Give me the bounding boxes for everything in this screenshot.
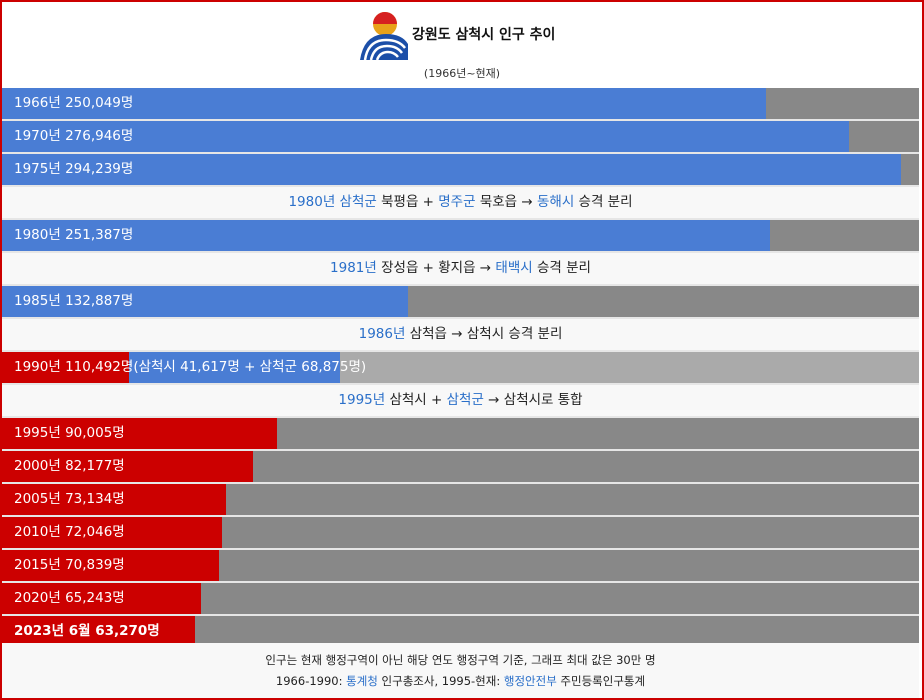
source-link[interactable]: 통계청: [346, 674, 378, 688]
note-link[interactable]: 삼척군: [339, 194, 377, 210]
bar-label: 2000년 82,177명: [14, 458, 125, 474]
bar-row: 1970년 276,946명: [2, 121, 919, 152]
bar-row: 1975년 294,239명: [2, 154, 919, 185]
row-divider: [2, 251, 919, 253]
bar: [2, 517, 222, 548]
note-text: 승격 분리: [532, 260, 591, 276]
note-link[interactable]: 동해시: [536, 194, 575, 210]
footer-sources: 1966-1990: 통계청 인구총조사, 1995-현재: 행정안전부 주민등…: [2, 673, 919, 689]
row-divider: [2, 383, 919, 385]
note-text: 장성읍 + 황지읍 →: [376, 260, 496, 276]
bar-segment: [129, 352, 340, 383]
bar-row: 1985년 132,887명: [2, 286, 919, 317]
bar-row: 2010년 72,046명: [2, 517, 919, 548]
row-divider: [2, 449, 919, 451]
bar-row: 1995년 90,005명: [2, 418, 919, 449]
note-link[interactable]: 1995년: [338, 392, 386, 408]
bar-label: 1990년 110,492명(삼척시 41,617명 + 삼척군 68,875명…: [14, 359, 367, 375]
note-link[interactable]: 명주군: [438, 194, 476, 210]
source-link[interactable]: 행정안전부: [503, 674, 557, 688]
note-link[interactable]: 태백시: [495, 260, 533, 276]
bar-label: 2020년 65,243명: [14, 590, 125, 606]
bar: [2, 484, 226, 515]
row-divider: [2, 119, 919, 121]
bar-label: 1966년 250,049명: [14, 95, 134, 111]
note-text: 묵호읍 →: [475, 194, 537, 210]
note-text: 북평읍 +: [376, 194, 439, 210]
row-divider: [2, 482, 919, 484]
note-link[interactable]: 1981년: [330, 260, 377, 276]
bar-row: 2020년 65,243명: [2, 583, 919, 614]
bar-row: 1980년 251,387명: [2, 220, 919, 251]
bar-label: 1995년 90,005명: [14, 425, 125, 441]
annotation-row: 1995년 삼척시 + 삼척군 → 삼척시로 통합: [2, 385, 919, 416]
bar-label: 2010년 72,046명: [14, 524, 125, 540]
annotation-row: 1981년 장성읍 + 황지읍 → 태백시 승격 분리: [2, 253, 919, 284]
source-text: 1966-1990:: [275, 674, 347, 688]
chart-header: 강원도 삼척시 인구 추이 (1966년~현재): [2, 2, 922, 88]
source-text: 인구총조사, 1995-현재:: [377, 674, 504, 688]
note-text: 삼척읍 → 삼척시 승격 분리: [405, 326, 563, 342]
footer-note: 인구는 현재 행정구역이 아닌 해당 연도 행정구역 기준, 그래프 최대 값은…: [265, 653, 656, 667]
bar-label: 2023년 6월 63,270명: [14, 623, 160, 639]
row-divider: [2, 350, 919, 352]
source-text: 주민등록인구통계: [556, 674, 646, 688]
row-divider: [2, 185, 919, 187]
bar: [2, 451, 253, 482]
note-link[interactable]: 삼척군: [446, 392, 484, 408]
samcheok-logo-icon: [360, 12, 408, 61]
bar: [2, 418, 277, 449]
bar: [2, 88, 766, 119]
bar-label: 1985년 132,887명: [14, 293, 134, 309]
note-text: 삼척시 +: [385, 392, 447, 408]
bar: [2, 121, 849, 152]
bar: [2, 286, 408, 317]
row-divider: [2, 614, 919, 616]
bar-label: 2015년 70,839명: [14, 557, 125, 573]
annotation-row: 1980년 삼척군 북평읍 + 명주군 묵호읍 → 동해시 승격 분리: [2, 187, 919, 218]
note-link[interactable]: 1986년: [358, 326, 406, 342]
bar-label: 1970년 276,946명: [14, 128, 134, 144]
bar-segment: [2, 352, 129, 383]
note-link[interactable]: 1980년: [288, 194, 340, 210]
bar: [2, 220, 770, 251]
bar-row-split: 1990년 110,492명(삼척시 41,617명 + 삼척군 68,875명…: [2, 352, 919, 383]
row-divider: [2, 515, 919, 517]
bar: [2, 550, 219, 581]
bar: [2, 154, 901, 185]
row-divider: [2, 548, 919, 550]
bar-row: 2015년 70,839명: [2, 550, 919, 581]
row-divider: [2, 317, 919, 319]
bar-label: 1980년 251,387명: [14, 227, 134, 243]
annotation-row: 1986년 삼척읍 → 삼척시 승격 분리: [2, 319, 919, 350]
row-divider: [2, 581, 919, 583]
chart-footer: 인구는 현재 행정구역이 아닌 해당 연도 행정구역 기준, 그래프 최대 값은…: [2, 643, 919, 698]
bar-row: 2000년 82,177명: [2, 451, 919, 482]
row-divider: [2, 416, 919, 418]
chart-subtitle: (1966년~현재): [423, 67, 501, 80]
row-divider: [2, 218, 919, 220]
bar: [2, 583, 201, 614]
bar-row: 2005년 73,134명: [2, 484, 919, 515]
bar-label: 2005년 73,134명: [14, 491, 125, 507]
note-text: 승격 분리: [574, 194, 633, 210]
row-divider: [2, 152, 919, 154]
chart-title: 강원도 삼척시 인구 추이: [412, 27, 556, 43]
note-text: → 삼척시로 통합: [483, 392, 583, 408]
bar-label: 1975년 294,239명: [14, 161, 134, 177]
bar-row: 1966년 250,049명: [2, 88, 919, 119]
bar: [2, 616, 195, 647]
bar-row: 2023년 6월 63,270명: [2, 616, 919, 647]
row-divider: [2, 284, 919, 286]
